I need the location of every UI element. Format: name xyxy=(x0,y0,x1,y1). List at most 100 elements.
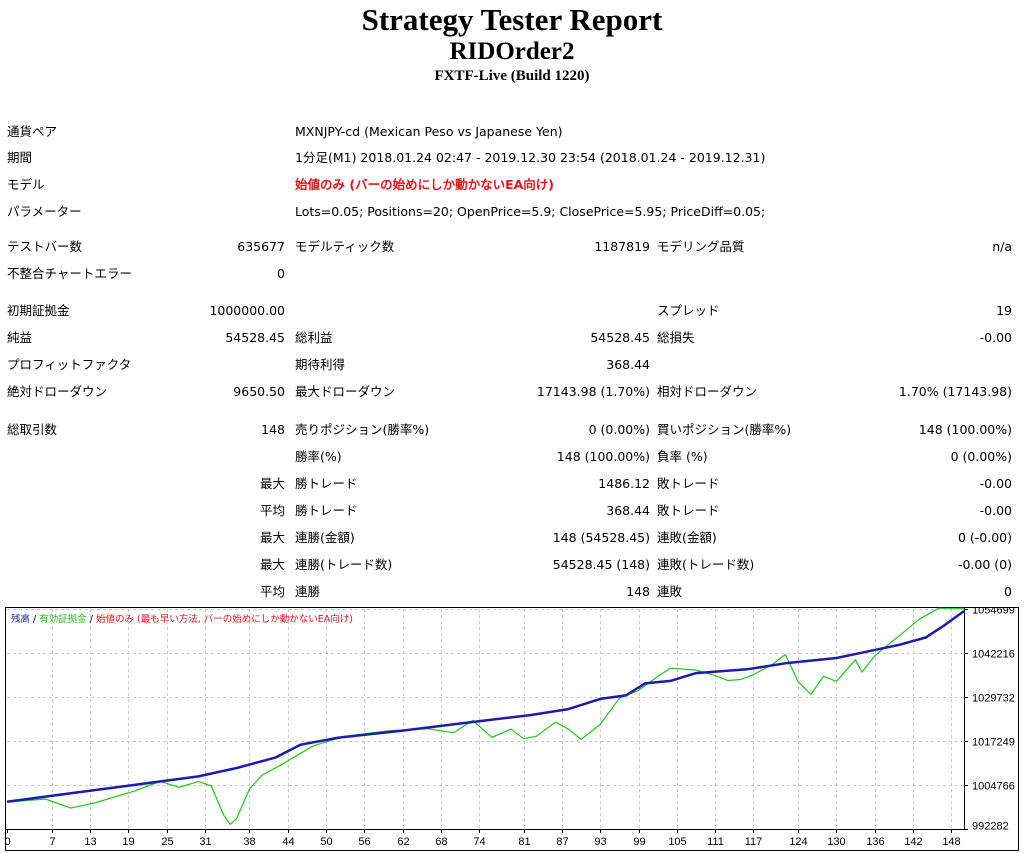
equity-line xyxy=(6,607,964,825)
max-drawdown-value: 17143.98 (1.70%) xyxy=(536,384,650,399)
chart-canvas: 0 7 13 19 25 31 38 44 50 56 62 68 74 81 87 93 99 105 111 11… xyxy=(5,607,1019,851)
x-tick-label: 74 xyxy=(473,836,485,848)
x-tick-label: 68 xyxy=(435,836,447,848)
ticks-label: モデルティック数 xyxy=(295,239,395,254)
max-cons-loss-money-value: 0 (-0.00) xyxy=(957,530,1012,545)
rel-drawdown-value: 1.70% (17143.98) xyxy=(898,384,1012,399)
max-cons-count-prefix: 最大 xyxy=(259,557,285,572)
avg-loss-label: 敗トレード xyxy=(657,503,720,518)
period-value: 1分足(M1) 2018.01.24 02:47 - 2019.12.30 23… xyxy=(295,150,766,165)
ea-name: RIDOrder2 xyxy=(449,38,575,65)
mismatch-label: 不整合チャートエラー xyxy=(7,266,132,281)
x-tick-label: 117 xyxy=(745,836,763,848)
average-prefix: 平均 xyxy=(259,503,285,518)
legend-sep-1: / xyxy=(30,614,40,625)
loss-rate-label: 負率 (%) xyxy=(657,449,708,464)
chart-legend: 残高 / 有効証拠金 / 始値のみ (最も早い方法, バーの始めにしか動かないE… xyxy=(11,611,353,625)
y-tick-label: 992282 xyxy=(972,821,1009,833)
x-tick-label: 7 xyxy=(49,836,55,848)
x-tick-label: 99 xyxy=(633,836,645,848)
avg-cons-win-value: 148 xyxy=(626,584,650,599)
y-tick-label: 1054699 xyxy=(972,607,1015,617)
expected-payoff-value: 368.44 xyxy=(606,357,650,372)
mismatch-value: 0 xyxy=(277,266,285,281)
bars-value: 635677 xyxy=(237,239,285,254)
period-label: 期間 xyxy=(7,150,33,165)
x-tick-label: 50 xyxy=(320,836,332,848)
profit-factor-label: プロフィットファクタ xyxy=(7,357,132,372)
x-tick-label: 148 xyxy=(942,836,960,848)
params-label: パラメーター xyxy=(7,204,82,219)
ticks-value: 1187819 xyxy=(594,239,650,254)
deposit-value: 1000000.00 xyxy=(209,303,285,318)
x-tick-label: 87 xyxy=(556,836,568,848)
x-tick-label: 124 xyxy=(789,836,807,848)
legend-balance: 残高 xyxy=(11,614,31,625)
x-tick-label: 142 xyxy=(904,836,922,848)
total-trades-value: 148 xyxy=(261,422,285,437)
quality-label: モデリング品質 xyxy=(657,239,745,254)
balance-line xyxy=(6,610,965,804)
max-cons-money-prefix: 最大 xyxy=(259,530,285,545)
avg-loss-value: -0.00 xyxy=(979,503,1012,518)
x-tick-label: 56 xyxy=(358,836,370,848)
gross-loss-label: 総損失 xyxy=(657,330,695,345)
avg-cons-win-label: 連勝 xyxy=(295,584,321,599)
params-value: Lots=0.05; Positions=20; OpenPrice=5.9; … xyxy=(295,204,766,219)
win-rate-value: 148 (100.00%) xyxy=(556,449,650,464)
max-cons-win-money-value: 148 (54528.45) xyxy=(552,530,650,545)
win-rate-label: 勝率(%) xyxy=(295,449,342,464)
x-tick-label: 0 xyxy=(5,836,11,848)
x-tick-label: 62 xyxy=(397,836,409,848)
bars-label: テストバー数 xyxy=(7,239,83,254)
spread-value: 19 xyxy=(996,303,1012,318)
pair-value: MXNJPY-cd (Mexican Peso vs Japanese Yen) xyxy=(295,124,563,139)
legend-sep-2: / xyxy=(86,614,97,625)
avg-win-label: 勝トレード xyxy=(295,503,358,518)
short-positions-value: 0 (0.00%) xyxy=(588,422,650,437)
model-value: 始値のみ (バーの始めにしか動かないEA向け) xyxy=(295,177,554,192)
legend-equity: 有効証拠金 xyxy=(39,614,87,625)
x-tick-label: 25 xyxy=(161,836,173,848)
max-cons-win-count-label: 連勝(トレード数) xyxy=(295,557,393,572)
y-tick-label: 1017249 xyxy=(972,737,1015,749)
legend-model: 始値のみ (最も早い方法, バーの始めにしか動かないEA向け) xyxy=(96,614,354,625)
y-tick-label: 1029732 xyxy=(972,693,1015,705)
expected-payoff-label: 期待利得 xyxy=(295,357,346,372)
avg-cons-loss-value: 0 xyxy=(1004,584,1012,599)
quality-value: n/a xyxy=(992,239,1012,254)
loss-rate-value: 0 (0.00%) xyxy=(950,449,1012,464)
report-title: Strategy Tester Report xyxy=(361,2,663,37)
avg-cons-prefix: 平均 xyxy=(259,584,285,599)
deposit-label: 初期証拠金 xyxy=(7,303,70,318)
max-cons-loss-count-label: 連敗(トレード数) xyxy=(657,557,755,572)
max-cons-win-count-value: 54528.45 (148) xyxy=(552,557,650,572)
gross-loss-value: -0.00 xyxy=(979,330,1012,345)
largest-loss-label: 敗トレード xyxy=(657,476,720,491)
max-drawdown-label: 最大ドローダウン xyxy=(295,384,396,399)
x-tick-label: 13 xyxy=(84,836,96,848)
rel-drawdown-label: 相対ドローダウン xyxy=(657,384,758,399)
x-tick-label: 130 xyxy=(827,836,845,848)
largest-loss-value: -0.00 xyxy=(979,476,1012,491)
x-tick-label: 81 xyxy=(518,836,530,848)
max-cons-loss-count-value: -0.00 (0) xyxy=(957,557,1012,572)
chart-frame xyxy=(5,607,1019,851)
gross-profit-label: 総利益 xyxy=(295,330,333,345)
y-tick-label: 1042216 xyxy=(972,649,1015,661)
abs-drawdown-label: 絶対ドローダウン xyxy=(7,384,108,399)
largest-win-label: 勝トレード xyxy=(295,476,358,491)
equity-chart: 0 7 13 19 25 31 38 44 50 56 62 68 74 81 87 93 99 105 111 11… xyxy=(5,607,1019,851)
short-positions-label: 売りポジション(勝率%) xyxy=(295,422,430,437)
x-tick-label: 44 xyxy=(282,836,294,848)
x-tick-label: 93 xyxy=(594,836,606,848)
long-positions-value: 148 (100.00%) xyxy=(918,422,1012,437)
x-tick-label: 136 xyxy=(866,836,884,848)
x-tick-label: 19 xyxy=(122,836,134,848)
pair-label: 通貨ペア xyxy=(7,124,58,139)
long-positions-label: 買いポジション(勝率%) xyxy=(657,422,792,437)
y-tick-label: 1004766 xyxy=(972,781,1015,793)
server-build: FXTF-Live (Build 1220) xyxy=(434,68,590,84)
avg-win-value: 368.44 xyxy=(606,503,650,518)
total-trades-label: 総取引数 xyxy=(7,422,58,437)
